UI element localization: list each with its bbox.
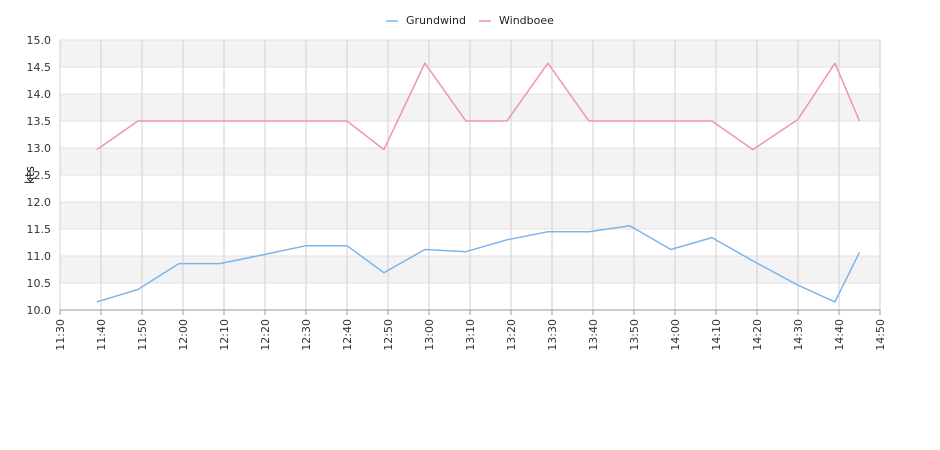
legend-label-grundwind: Grundwind [406, 14, 466, 27]
x-tick-label: 12:00 [177, 319, 190, 351]
x-tick-label: 14:50 [874, 319, 887, 351]
x-tick-label: 14:20 [751, 319, 764, 351]
y-tick-label: 10.5 [27, 277, 52, 290]
y-tick-label: 13.0 [27, 142, 52, 155]
y-tick-label: 14.5 [27, 61, 52, 74]
series-line-windboee [96, 62, 861, 151]
x-axis-ticks: 11:30 11:40 11:50 12:00 12:10 12:20 12:30 12:40… [54, 310, 887, 351]
x-tick-label: 13:10 [464, 319, 477, 351]
x-tick-label: 13:00 [423, 319, 436, 351]
y-tick-label: 11.0 [27, 250, 52, 263]
x-tick-label: 12:50 [382, 319, 395, 351]
y-axis-label: kts [23, 166, 37, 184]
x-tick-label: 13:40 [587, 319, 600, 351]
x-tick-label: 13:50 [628, 319, 641, 351]
y-tick-label: 14.0 [27, 88, 52, 101]
x-tick-label: 14:40 [833, 319, 846, 351]
x-tick-label: 12:30 [300, 319, 313, 351]
y-tick-label: 15.0 [27, 34, 52, 47]
horizontal-gridlines [60, 39, 880, 311]
x-tick-label: 14:30 [792, 319, 805, 351]
legend-label-windboee: Windboee [499, 14, 554, 27]
x-tick-label: 14:00 [669, 319, 682, 351]
y-tick-label: 12.0 [27, 196, 52, 209]
x-tick-label: 13:30 [546, 319, 559, 351]
x-tick-label: 12:10 [218, 319, 231, 351]
y-axis-ticks: 10.0 10.5 11.0 11.5 12.0 12.5 13.0 13.5 14.0 14.5… [27, 34, 52, 317]
series-line-grundwind [96, 225, 861, 303]
x-tick-label: 11:40 [95, 319, 108, 351]
y-tick-label: 13.5 [27, 115, 52, 128]
x-tick-label: 14:10 [710, 319, 723, 351]
series-lines [96, 62, 861, 303]
y-tick-label: 12.5 [27, 169, 52, 182]
x-tick-label: 12:40 [341, 319, 354, 351]
legend[interactable]: Grundwind Windboee [386, 14, 554, 27]
x-tick-label: 11:50 [136, 319, 149, 351]
y-tick-label: 11.5 [27, 223, 52, 236]
x-tick-label: 12:20 [259, 319, 272, 351]
y-tick-label: 10.0 [27, 304, 52, 317]
x-tick-label: 11:30 [54, 319, 67, 351]
x-tick-label: 13:20 [505, 319, 518, 351]
